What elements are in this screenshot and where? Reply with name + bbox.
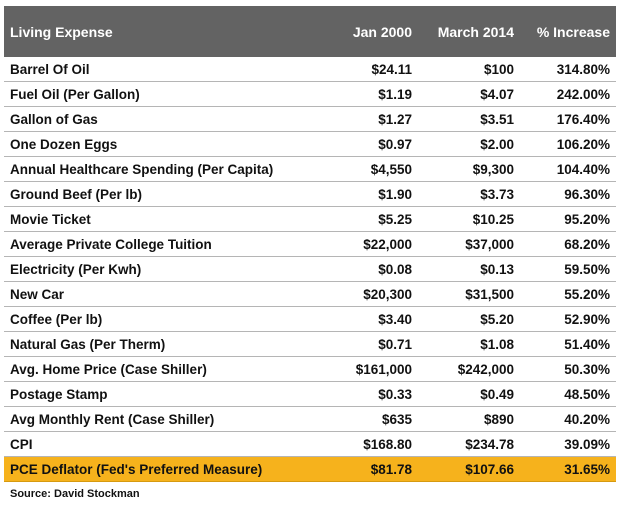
value-cell: 95.20% (520, 206, 616, 232)
expense-name: Natural Gas (Per Therm) (4, 331, 338, 357)
table-row: Fuel Oil (Per Gallon) $1.19 $4.07 242.00% (4, 81, 616, 107)
value-cell: $100 (418, 57, 520, 82)
table-row: CPI $168.80 $234.78 39.09% (4, 431, 616, 457)
value-cell: $3.51 (418, 106, 520, 132)
value-cell: $0.33 (338, 381, 418, 407)
value-cell: $5.20 (418, 306, 520, 332)
value-cell: 40.20% (520, 406, 616, 432)
value-cell: $37,000 (418, 231, 520, 257)
value-cell: $107.66 (418, 456, 520, 482)
value-cell: $31,500 (418, 281, 520, 307)
expense-name: Avg. Home Price (Case Shiller) (4, 356, 338, 382)
table-row: Ground Beef (Per lb) $1.90 $3.73 96.30% (4, 181, 616, 207)
value-cell: $24.11 (338, 57, 418, 82)
value-cell: $0.97 (338, 131, 418, 157)
value-cell: $10.25 (418, 206, 520, 232)
table-row: Natural Gas (Per Therm) $0.71 $1.08 51.40% (4, 331, 616, 357)
expense-name: Ground Beef (Per lb) (4, 181, 338, 207)
table-header: Living Expense Jan 2000 March 2014% Increa… (4, 6, 616, 57)
source-note: Source: David Stockman (10, 488, 140, 500)
expense-name: Coffee (Per lb) (4, 306, 338, 332)
table-row: Postage Stamp $0.33 $0.49 48.50% (4, 381, 616, 407)
table-wrap: Living Expense Jan 2000 March 2014% Increa… (4, 6, 616, 500)
value-cell: $1.08 (418, 331, 520, 357)
value-cell: $1.27 (338, 106, 418, 132)
value-cell: $1.90 (338, 181, 418, 207)
expense-name: One Dozen Eggs (4, 131, 338, 157)
value-cell: $2.00 (418, 131, 520, 157)
value-cell: 96.30% (520, 181, 616, 207)
value-cell: 104.40% (520, 156, 616, 182)
table-row: Electricity (Per Kwh) $0.08 $0.13 59.50% (4, 256, 616, 282)
value-cell: 39.09% (520, 431, 616, 457)
value-cell: 50.30% (520, 356, 616, 382)
header-cell: Jan 2000 (338, 6, 418, 57)
value-cell: $635 (338, 406, 418, 432)
header-row: Living Expense Jan 2000 March 2014% Increa… (4, 6, 616, 57)
value-cell: $234.78 (418, 431, 520, 457)
value-cell: 48.50% (520, 381, 616, 407)
expense-name: CPI (4, 431, 338, 457)
value-cell: $9,300 (418, 156, 520, 182)
value-cell: 55.20% (520, 281, 616, 307)
table-row: Average Private College Tuition $22,000 $3… (4, 231, 616, 257)
table-row: Avg Monthly Rent (Case Shiller) $635 $890 4… (4, 406, 616, 432)
table-row: Annual Healthcare Spending (Per Capita) $… (4, 156, 616, 182)
value-cell: $81.78 (338, 456, 418, 482)
table-row: PCE Deflator (Fed's Preferred Measure) $8… (4, 456, 616, 482)
header-cell: Living Expense (4, 6, 338, 57)
expense-name: Movie Ticket (4, 206, 338, 232)
expense-name: Gallon of Gas (4, 106, 338, 132)
value-cell: $161,000 (338, 356, 418, 382)
header-cell: % Increase (520, 6, 616, 57)
value-cell: $20,300 (338, 281, 418, 307)
table-row: Movie Ticket $5.25 $10.25 95.20% (4, 206, 616, 232)
table-body: Barrel Of Oil $24.11 $100 314.80% Fuel Oil (… (4, 57, 616, 482)
expense-name: New Car (4, 281, 338, 307)
table-row: Coffee (Per lb) $3.40 $5.20 52.90% (4, 306, 616, 332)
expense-name: PCE Deflator (Fed's Preferred Measure) (4, 456, 338, 482)
value-cell: $242,000 (418, 356, 520, 382)
value-cell: $3.40 (338, 306, 418, 332)
table-row: Gallon of Gas $1.27 $3.51 176.40% (4, 106, 616, 132)
table-row: Avg. Home Price (Case Shiller) $161,000 $2… (4, 356, 616, 382)
value-cell: 314.80% (520, 57, 616, 82)
value-cell: $3.73 (418, 181, 520, 207)
value-cell: $168.80 (338, 431, 418, 457)
value-cell: 31.65% (520, 456, 616, 482)
value-cell: $4.07 (418, 81, 520, 107)
value-cell: 106.20% (520, 131, 616, 157)
expense-name: Barrel Of Oil (4, 57, 338, 82)
table-row: New Car $20,300 $31,500 55.20% (4, 281, 616, 307)
value-cell: $5.25 (338, 206, 418, 232)
table-row: One Dozen Eggs $0.97 $2.00 106.20% (4, 131, 616, 157)
value-cell: $0.49 (418, 381, 520, 407)
value-cell: 59.50% (520, 256, 616, 282)
table-row: Barrel Of Oil $24.11 $100 314.80% (4, 57, 616, 82)
value-cell: $4,550 (338, 156, 418, 182)
value-cell: $0.08 (338, 256, 418, 282)
value-cell: 176.40% (520, 106, 616, 132)
value-cell: $0.71 (338, 331, 418, 357)
value-cell: $890 (418, 406, 520, 432)
value-cell: 242.00% (520, 81, 616, 107)
expense-name: Fuel Oil (Per Gallon) (4, 81, 338, 107)
value-cell: 52.90% (520, 306, 616, 332)
value-cell: 51.40% (520, 331, 616, 357)
expense-name: Average Private College Tuition (4, 231, 338, 257)
expense-name: Annual Healthcare Spending (Per Capita) (4, 156, 338, 182)
value-cell: $0.13 (418, 256, 520, 282)
value-cell: $1.19 (338, 81, 418, 107)
value-cell: 68.20% (520, 231, 616, 257)
expense-name: Postage Stamp (4, 381, 338, 407)
expense-table: Living Expense Jan 2000 March 2014% Increa… (4, 6, 616, 482)
header-cell: March 2014 (418, 6, 520, 57)
value-cell: $22,000 (338, 231, 418, 257)
expense-name: Electricity (Per Kwh) (4, 256, 338, 282)
expense-name: Avg Monthly Rent (Case Shiller) (4, 406, 338, 432)
